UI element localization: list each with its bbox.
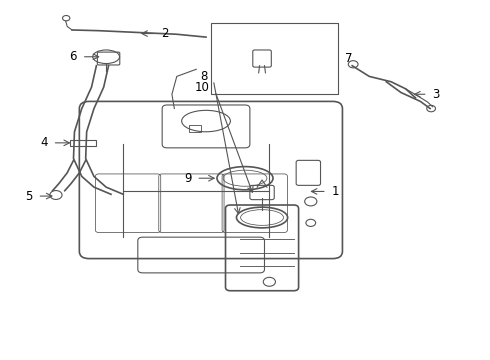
Text: 1: 1 bbox=[332, 185, 339, 198]
Text: 3: 3 bbox=[432, 88, 440, 101]
Text: 2: 2 bbox=[161, 27, 169, 40]
Text: 8: 8 bbox=[200, 70, 208, 83]
Text: 9: 9 bbox=[184, 172, 192, 185]
Text: 6: 6 bbox=[70, 50, 77, 63]
Text: 10: 10 bbox=[195, 81, 209, 94]
Bar bbox=[211, 23, 338, 94]
Text: 4: 4 bbox=[40, 136, 48, 149]
Bar bbox=[189, 125, 201, 132]
Text: 7: 7 bbox=[345, 52, 352, 65]
Text: 5: 5 bbox=[25, 190, 32, 203]
Bar bbox=[70, 140, 97, 146]
